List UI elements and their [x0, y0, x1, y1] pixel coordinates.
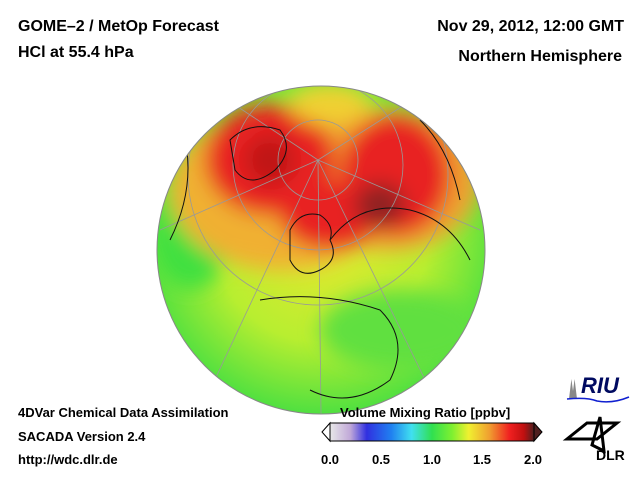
colorbar-title: Volume Mixing Ratio [ppbv] [340, 405, 511, 420]
version-label: SACADA Version 2.4 [18, 429, 146, 444]
dlr-logo-text: DLR [596, 447, 625, 463]
colorbar-tick: 1.5 [472, 452, 492, 467]
map-title: GOME–2 / MetOp Forecast [18, 18, 219, 35]
colorbar [321, 421, 543, 443]
region-label: Northern Hemisphere [458, 48, 622, 65]
forecast-datetime: Nov 29, 2012, 12:00 GMT [437, 18, 624, 35]
colorbar-tick: 1.0 [422, 452, 442, 467]
colorbar-tick: 0.5 [371, 452, 391, 467]
colorbar-tick: 2.0 [523, 452, 543, 467]
colorbar-max-arrow [533, 421, 543, 443]
dlr-logo: DLR [562, 415, 632, 465]
dlr-emblem-icon [562, 416, 622, 454]
website-link[interactable]: http://wdc.dlr.de [18, 452, 118, 467]
riu-logo: RIU [565, 373, 631, 403]
colorbar-tick: 0.0 [320, 452, 340, 467]
riu-logo-text: RIU [581, 373, 619, 398]
method-label: 4DVar Chemical Data Assimilation [18, 405, 229, 420]
map-subtitle: HCl at 55.4 hPa [18, 44, 134, 61]
colorbar-min-arrow [321, 421, 331, 443]
